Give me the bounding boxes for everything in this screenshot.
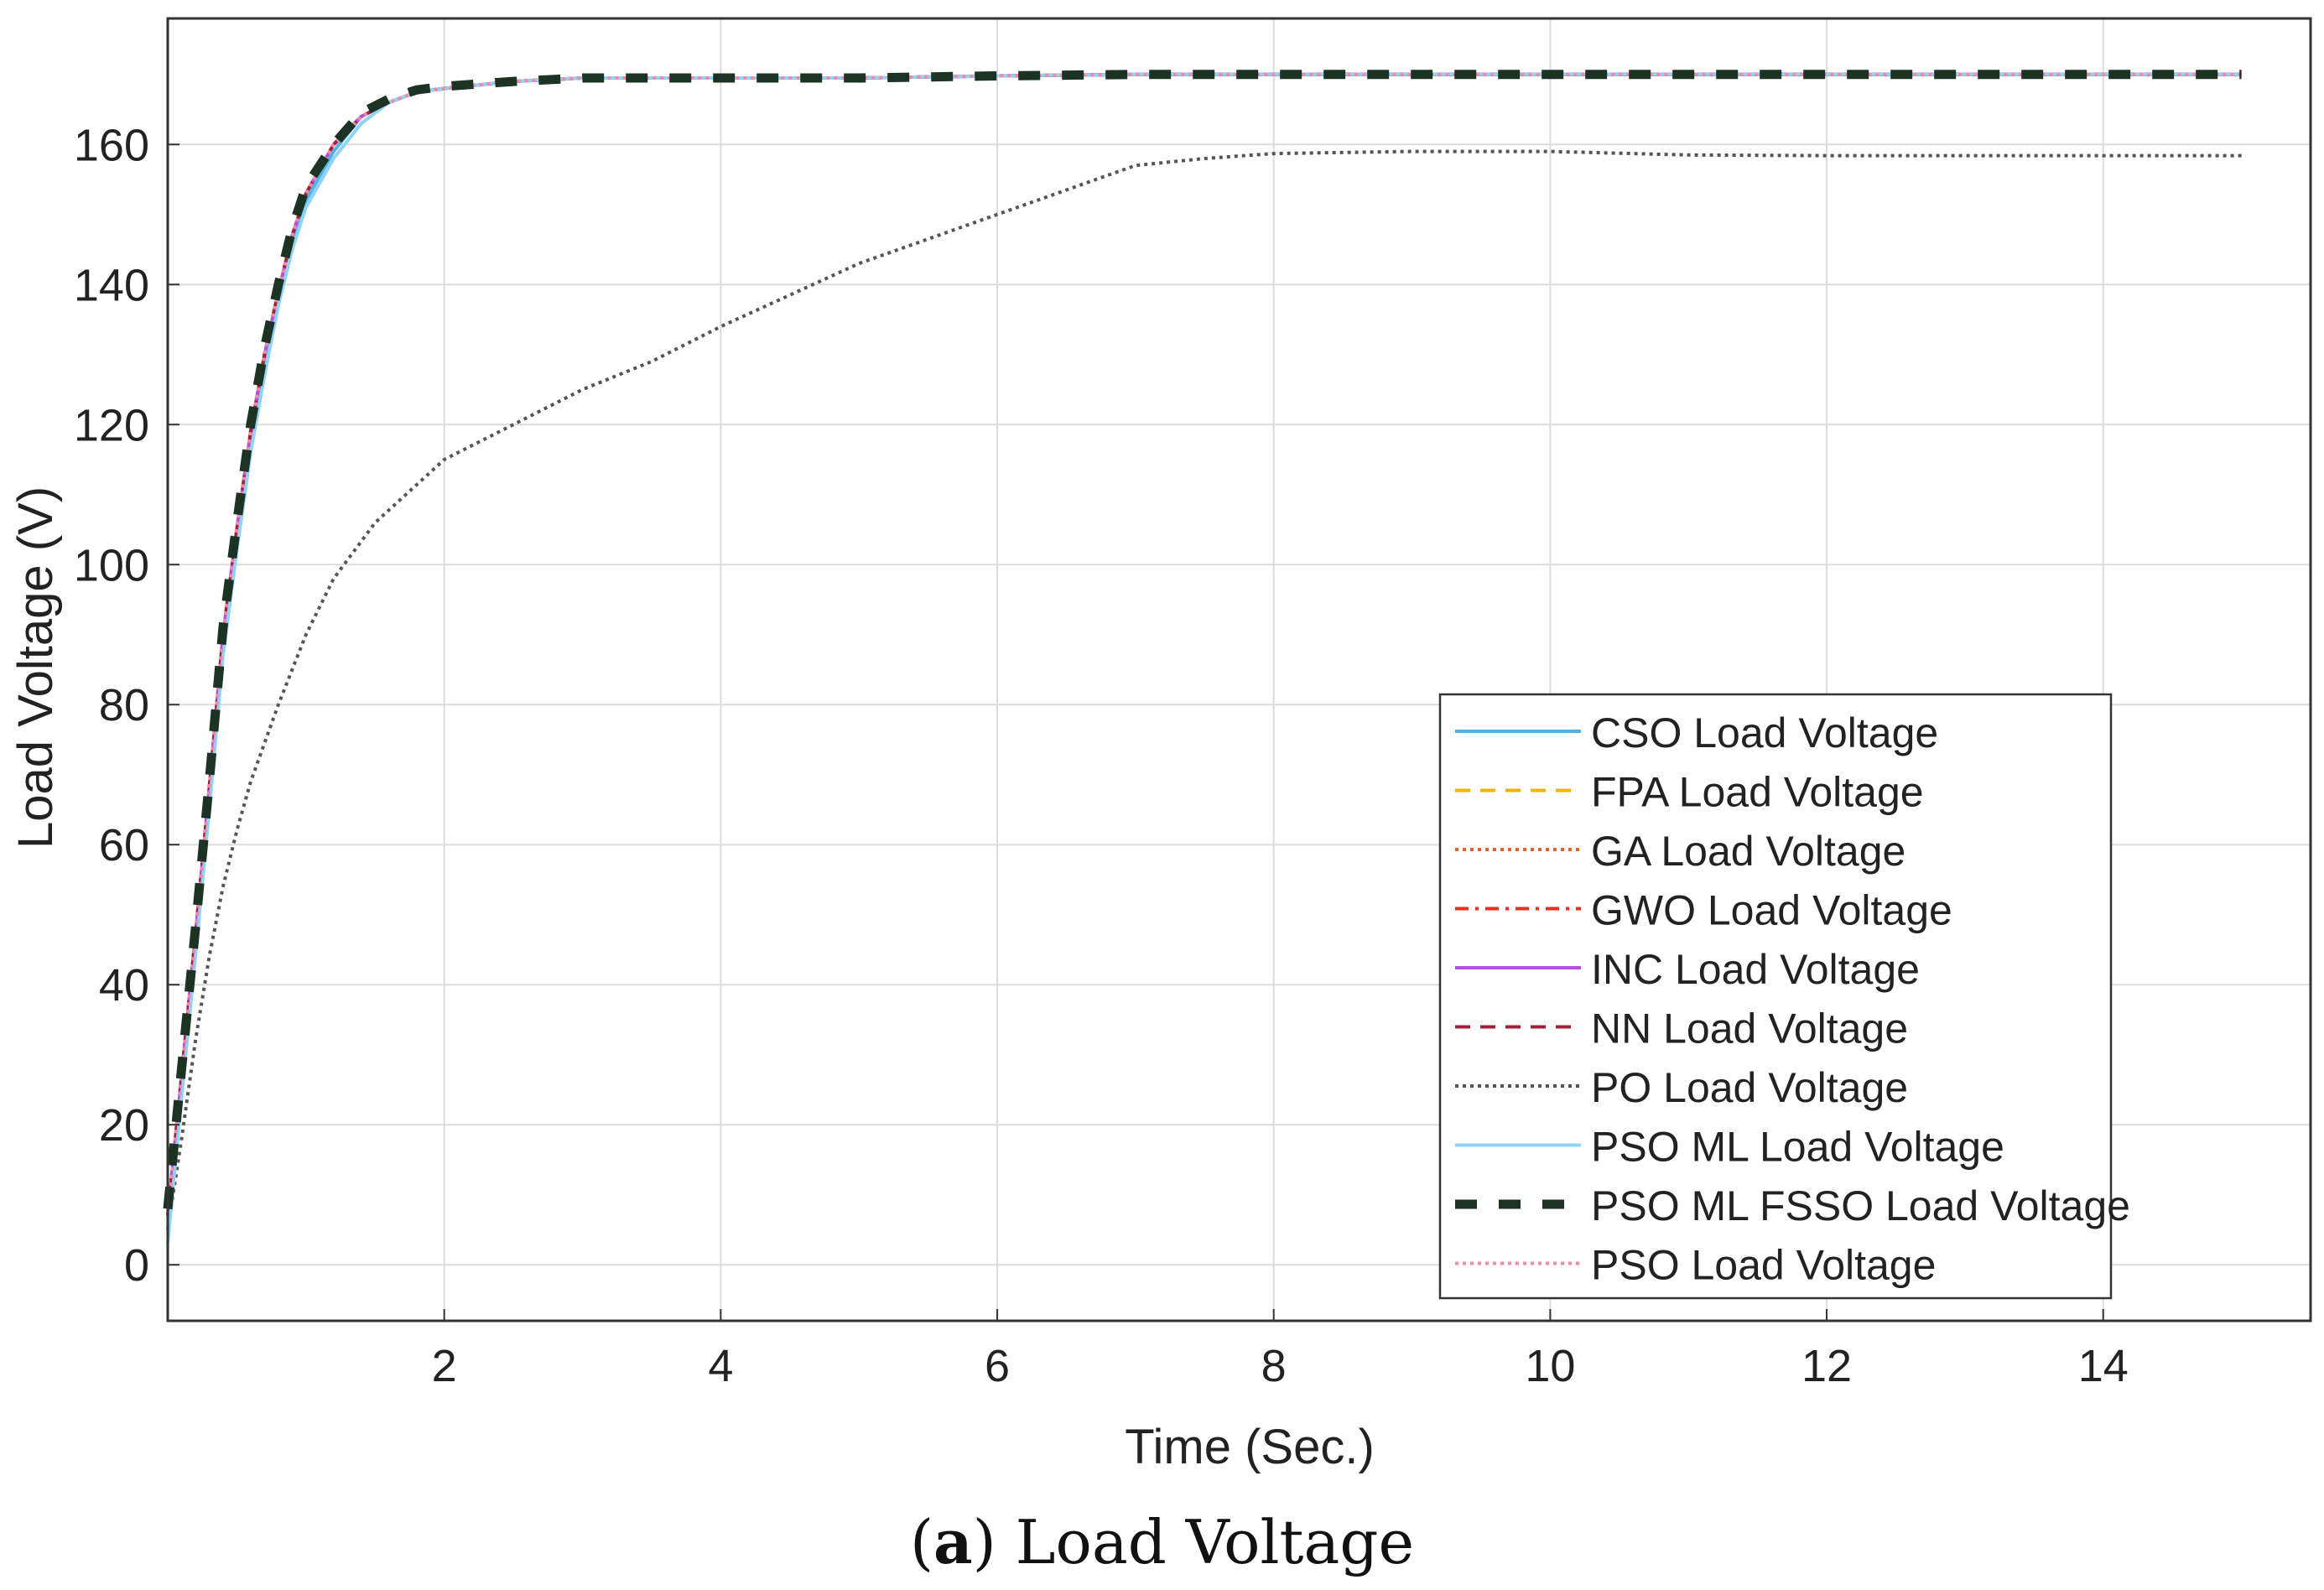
- legend-label: PSO Load Voltage: [1591, 1242, 1936, 1289]
- series-line-pso-ml-load-voltage: [166, 72, 2242, 1244]
- legend-label: GWO Load Voltage: [1591, 887, 1952, 934]
- series-line-po-load-voltage: [166, 149, 2242, 1230]
- x-tick-label: 2: [432, 1341, 457, 1391]
- x-tick-label: 12: [1801, 1341, 1852, 1391]
- y-tick-label: 100: [74, 540, 149, 590]
- legend-label: CSO Load Voltage: [1591, 709, 1938, 756]
- caption-suffix: ) Load Voltage: [972, 1507, 1415, 1577]
- plot-frame: [166, 17, 2312, 1322]
- y-tick-label: 140: [74, 260, 149, 310]
- x-tick-label: 4: [708, 1341, 733, 1391]
- series-line-pso-ml-fsso-load-voltage: [163, 70, 2242, 1209]
- y-tick-label: 0: [124, 1240, 149, 1291]
- x-tick-label: 8: [1261, 1341, 1287, 1391]
- y-tick-label: 80: [99, 680, 149, 730]
- legend-label: INC Load Voltage: [1591, 946, 1920, 993]
- y-tick-label: 120: [74, 400, 149, 450]
- legend-label: GA Load Voltage: [1591, 828, 1905, 875]
- legend-label: PO Load Voltage: [1591, 1064, 1908, 1111]
- x-tick-label: 6: [985, 1341, 1010, 1391]
- legend-label: FPA Load Voltage: [1591, 769, 1924, 816]
- x-tick-label: 10: [1525, 1341, 1575, 1391]
- y-tick-label: 40: [99, 960, 149, 1011]
- legend-label: PSO ML FSSO Load Voltage: [1591, 1182, 2130, 1229]
- caption-letter: a: [933, 1506, 973, 1577]
- x-tick-label: 14: [2078, 1341, 2129, 1391]
- y-axis-label: Load Voltage (V): [8, 486, 63, 849]
- y-tick-label: 20: [99, 1100, 149, 1151]
- figure-caption: (a) Load Voltage: [0, 1506, 2324, 1577]
- y-tick-label: 60: [99, 820, 149, 870]
- x-axis-label: Time (Sec.): [1125, 1420, 1375, 1474]
- legend-label: PSO ML Load Voltage: [1591, 1124, 2004, 1171]
- legend-label: NN Load Voltage: [1591, 1005, 1908, 1052]
- legend: CSO Load Voltage FPA Load Voltage GA Load …: [1438, 693, 2130, 1300]
- legend-box: [1438, 693, 2113, 1300]
- series-lines: [163, 70, 2242, 1244]
- caption-prefix: (: [909, 1507, 934, 1577]
- y-tick-label: 160: [74, 120, 149, 170]
